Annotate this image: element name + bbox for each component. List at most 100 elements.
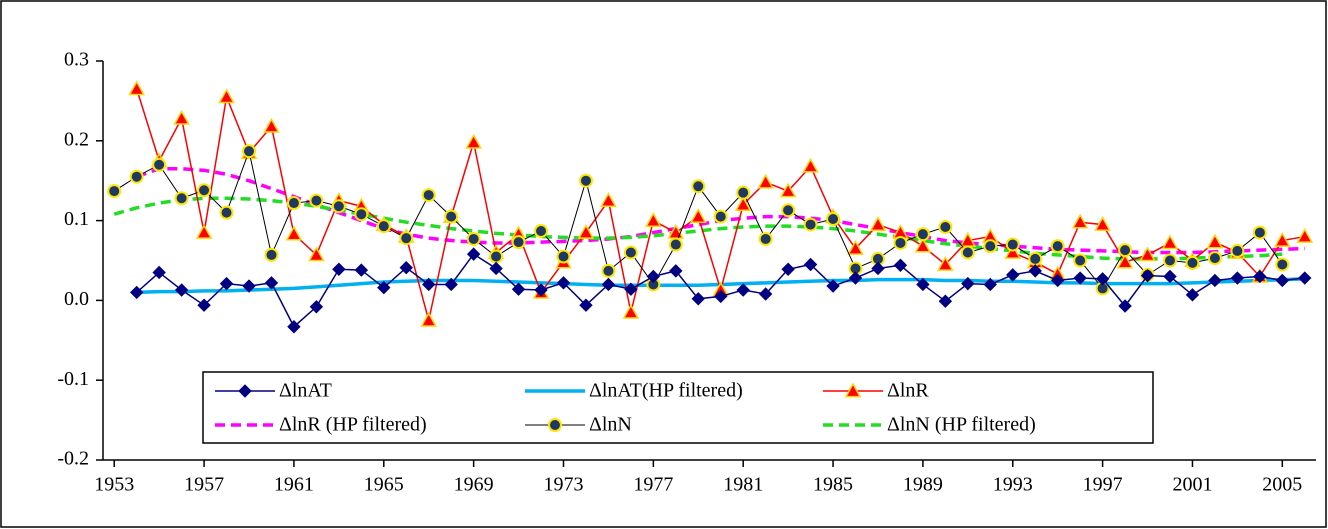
legend-label: ΔlnN (HP filtered)	[887, 414, 1036, 436]
triangle-marker	[1161, 234, 1179, 250]
legend-label: ΔlnR	[887, 380, 929, 402]
diamond-marker	[466, 247, 481, 261]
diamond-marker	[422, 277, 436, 292]
diamond-marker	[1230, 271, 1245, 285]
circle-marker	[1252, 225, 1267, 240]
triangle-marker	[757, 173, 774, 189]
diamond-marker	[129, 285, 144, 300]
diamond-marker	[174, 283, 189, 297]
x-tick-label: 2005	[1262, 474, 1302, 496]
circle-marker	[1207, 251, 1222, 266]
circle-marker	[893, 235, 908, 250]
diamond-marker	[287, 320, 301, 334]
circle-marker	[152, 157, 167, 172]
circle-marker	[548, 418, 562, 432]
circle-marker	[444, 209, 459, 224]
triangle-marker	[622, 303, 640, 319]
triangle-marker	[869, 216, 887, 231]
triangle-marker	[1071, 213, 1089, 229]
circle-marker	[623, 245, 638, 260]
circle-marker	[286, 196, 301, 211]
circle-marker	[129, 169, 144, 184]
x-tick-label: 1957	[184, 474, 224, 496]
circle-marker	[736, 185, 751, 200]
diamond-marker	[511, 282, 526, 296]
triangle-marker	[600, 192, 617, 207]
circle-marker	[601, 263, 616, 278]
x-tick-label: 1989	[903, 474, 943, 496]
triangle-marker	[1004, 243, 1022, 259]
triangle-marker	[802, 157, 819, 173]
y-tick-label: -0.1	[57, 368, 89, 390]
circle-marker	[354, 207, 369, 222]
diamond-marker	[332, 262, 346, 276]
diamond-marker	[1253, 269, 1267, 284]
diamond-marker	[534, 283, 548, 297]
triangle-marker	[577, 224, 595, 239]
x-tick-label: 1981	[723, 474, 763, 496]
triangle-marker	[689, 208, 707, 223]
triangle-marker	[937, 255, 954, 271]
circle-marker	[331, 199, 346, 214]
circle-marker	[264, 247, 279, 262]
circle-marker	[107, 184, 122, 199]
triangle-marker	[645, 212, 662, 227]
circle-marker	[219, 205, 234, 220]
triangle-marker	[128, 80, 145, 96]
circle-marker	[1050, 239, 1065, 254]
triangle-marker	[420, 311, 437, 327]
triangle-marker	[465, 133, 482, 149]
circle-marker	[915, 227, 930, 242]
circle-marker	[556, 249, 571, 264]
diamond-marker	[219, 276, 234, 291]
diamond-marker	[264, 276, 279, 290]
legend-box	[202, 371, 1154, 444]
diamond-marker	[781, 262, 795, 276]
diamond-marker	[377, 280, 391, 295]
diamond-marker	[444, 277, 458, 292]
diamond-marker	[961, 276, 975, 291]
triangle-marker	[173, 109, 190, 125]
triangle-marker	[263, 117, 280, 133]
x-tick-label: 1961	[274, 474, 314, 496]
diamond-marker	[938, 294, 953, 308]
circle-marker	[1073, 253, 1088, 268]
series-line	[113, 196, 1283, 261]
circle-marker	[713, 209, 728, 224]
triangle-marker	[734, 196, 752, 211]
circle-marker	[826, 212, 841, 227]
circle-marker	[668, 237, 683, 252]
circle-marker	[376, 219, 391, 234]
y-tick-label: -0.2	[57, 448, 89, 470]
diamond-marker	[1118, 299, 1132, 313]
legend-label: ΔlnAT(HP filtered)	[589, 380, 743, 402]
circle-marker	[1118, 243, 1133, 258]
diamond-marker	[1095, 272, 1110, 286]
triangle-marker	[1206, 233, 1224, 249]
triangle-marker	[308, 246, 325, 262]
circle-marker	[983, 239, 998, 254]
diamond-marker	[489, 261, 503, 276]
diamond-marker	[1208, 273, 1222, 288]
diamond-marker	[646, 269, 661, 284]
diamond-marker	[152, 265, 166, 280]
circle-marker	[578, 173, 593, 188]
diamond-marker	[714, 289, 728, 304]
diamond-marker	[309, 300, 324, 314]
circle-marker	[781, 203, 796, 218]
diamond-marker	[399, 260, 413, 275]
circle-marker	[511, 235, 526, 250]
circle-marker	[489, 249, 504, 264]
x-tick-label: 1973	[543, 474, 583, 496]
diamond-marker	[1298, 271, 1312, 285]
circle-marker	[197, 183, 212, 198]
diamond-marker	[916, 277, 930, 292]
diamond-marker	[1140, 268, 1155, 283]
y-tick-label: 0.1	[64, 208, 89, 230]
circle-marker	[803, 217, 818, 232]
circle-marker	[1275, 257, 1290, 272]
diamond-marker	[1028, 264, 1042, 278]
circle-marker	[421, 188, 436, 203]
circle-marker	[242, 144, 257, 159]
